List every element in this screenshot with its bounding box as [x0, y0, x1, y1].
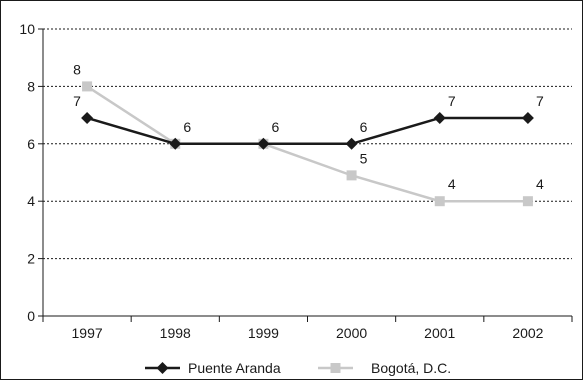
data-point	[169, 137, 182, 150]
legend-marker	[156, 362, 169, 374]
x-tick-label: 2002	[512, 325, 543, 341]
x-tick-label: 2000	[336, 325, 367, 341]
data-point	[257, 137, 270, 150]
series-group	[81, 81, 534, 207]
y-tick-label: 0	[27, 308, 35, 324]
y-tick-label: 4	[27, 193, 35, 209]
data-point	[434, 196, 445, 207]
x-tick-label: 1999	[248, 325, 279, 341]
axes: 0 2 4 6 8 10 1997 1998 1999 2000 2001 2002	[19, 21, 573, 341]
data-point	[522, 196, 533, 207]
series-line	[86, 116, 528, 146]
data-point	[82, 81, 93, 92]
data-labels: 7 6 6 6 7 7 8 5 4 4	[73, 61, 544, 192]
data-label: 5	[360, 150, 368, 166]
data-point	[81, 111, 94, 124]
data-point	[345, 137, 358, 150]
y-tick-label: 8	[27, 78, 35, 94]
data-label: 4	[448, 176, 456, 192]
x-tick-label: 1998	[160, 325, 191, 341]
y-tick-label: 2	[27, 251, 35, 267]
legend-label: Bogotá, D.C.	[371, 360, 451, 376]
legend-marker	[330, 363, 341, 373]
x-tick-label: 1997	[72, 325, 103, 341]
data-label: 4	[536, 176, 544, 192]
data-point	[346, 170, 357, 181]
x-tick-label: 2001	[424, 325, 455, 341]
data-point	[433, 111, 446, 124]
y-tick-label: 6	[27, 136, 35, 152]
series-line	[86, 85, 528, 203]
y-tick-label: 10	[19, 21, 35, 37]
data-label: 6	[360, 119, 368, 135]
data-label: 7	[448, 93, 456, 109]
legend-label: Puente Aranda	[188, 360, 281, 376]
data-label: 7	[536, 93, 544, 109]
data-label: 6	[183, 119, 191, 135]
data-label: 7	[73, 93, 81, 109]
data-label: 6	[272, 119, 280, 135]
data-label: 8	[73, 61, 81, 77]
data-point	[521, 111, 534, 124]
legend: Puente Aranda Bogotá, D.C.	[145, 360, 451, 376]
